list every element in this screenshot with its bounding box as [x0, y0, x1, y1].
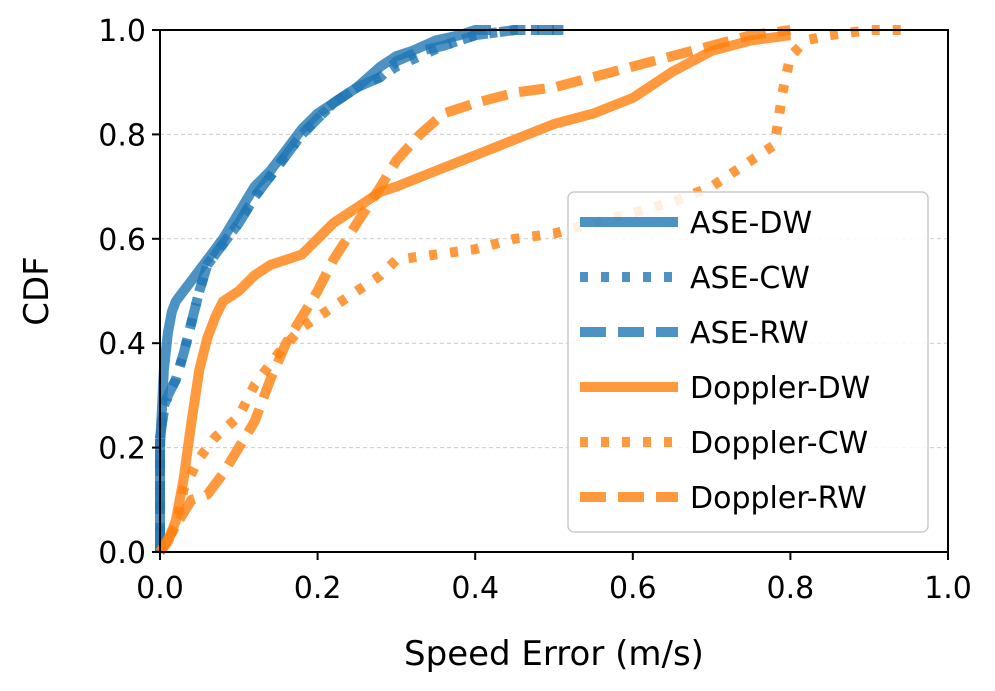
- axis-ticks: 0.0 0.2 0.4 0.6 0.8 1.0 0.0 0.2 0.4 0.6 0.8 1.0: [98, 14, 972, 606]
- y-tick-label: 0.0: [98, 536, 146, 571]
- legend-label: Doppler-DW: [690, 371, 870, 406]
- plot-area-frame: [159, 29, 949, 553]
- x-tick-label: 0.6: [609, 571, 657, 606]
- legend-label: ASE-CW: [690, 261, 810, 296]
- y-tick-label: 0.8: [98, 118, 146, 153]
- legend-label: ASE-DW: [690, 206, 812, 241]
- x-tick-label: 0.2: [294, 571, 342, 606]
- series-line-doppler-dw: [156, 30, 792, 556]
- x-tick-label: 0.8: [767, 571, 815, 606]
- y-tick-label: 0.6: [98, 223, 146, 258]
- y-axis-title: CDF: [17, 256, 57, 325]
- x-tick-label: 1.0: [924, 571, 972, 606]
- x-axis-title: Speed Error (m/s): [404, 634, 704, 674]
- legend-label: Doppler-CW: [690, 426, 868, 461]
- x-tick-label: 0.0: [136, 571, 184, 606]
- y-tick-label: 1.0: [98, 14, 146, 49]
- legend-box: [567, 191, 929, 533]
- legend-label: Doppler-RW: [690, 481, 867, 516]
- series-line-doppler-cw: [155, 25, 909, 555]
- legend: ASE-DW ASE-CW ASE-RW Doppler-DW Doppler-CW Do…: [567, 191, 929, 533]
- x-tick-label: 0.4: [451, 571, 499, 606]
- legend-label: ASE-RW: [690, 316, 809, 351]
- y-tick-label: 0.2: [98, 432, 146, 467]
- y-tick-label: 0.4: [98, 327, 146, 362]
- series-line-ase-rw: [155, 25, 570, 552]
- series-lines: [155, 25, 909, 556]
